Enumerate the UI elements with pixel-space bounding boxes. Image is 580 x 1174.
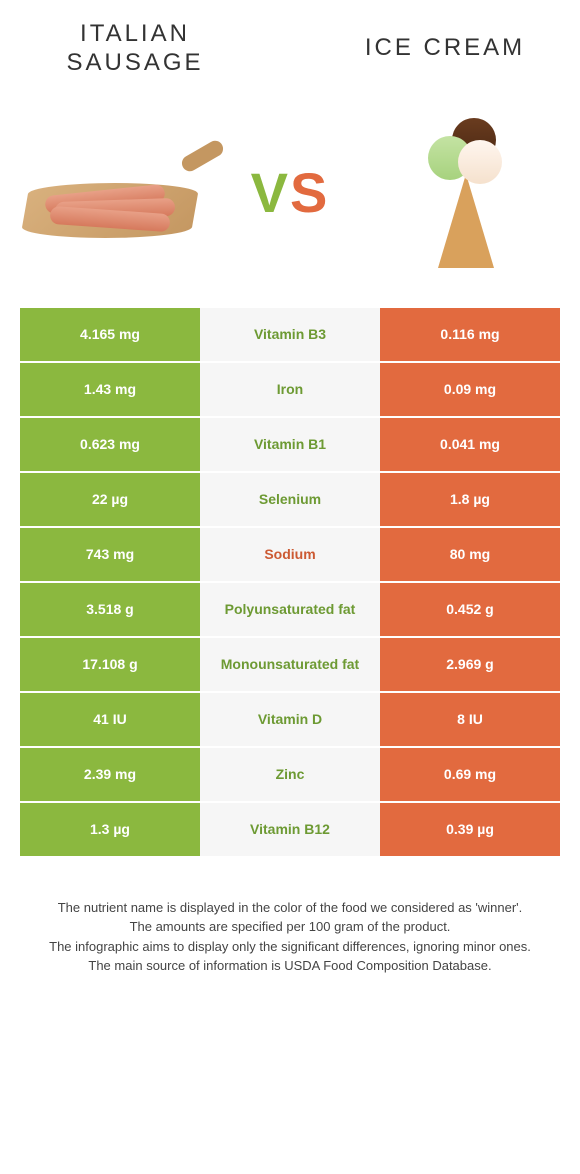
left-value-cell: 17.108 g <box>20 638 200 691</box>
table-row: 4.165 mgVitamin B30.116 mg <box>20 308 560 361</box>
left-value-cell: 22 µg <box>20 473 200 526</box>
footer-line: The nutrient name is displayed in the co… <box>30 898 550 918</box>
nutrient-name-cell: Monounsaturated fat <box>200 638 380 691</box>
nutrient-table: 4.165 mgVitamin B30.116 mg1.43 mgIron0.0… <box>20 308 560 856</box>
vs-label: VS <box>251 160 330 225</box>
nutrient-name-cell: Vitamin B12 <box>200 803 380 856</box>
nutrient-name-cell: Vitamin B3 <box>200 308 380 361</box>
left-value-cell: 4.165 mg <box>20 308 200 361</box>
nutrient-name-cell: Selenium <box>200 473 380 526</box>
footer-line: The infographic aims to display only the… <box>30 937 550 957</box>
table-row: 1.3 µgVitamin B120.39 µg <box>20 803 560 856</box>
images-row: VS <box>0 88 580 308</box>
nutrient-name-cell: Sodium <box>200 528 380 581</box>
nutrient-name-cell: Vitamin B1 <box>200 418 380 471</box>
nutrient-name-cell: Iron <box>200 363 380 416</box>
left-food-title: ITALIAN SAUSAGE <box>10 20 260 78</box>
right-value-cell: 0.041 mg <box>380 418 560 471</box>
table-row: 41 IUVitamin D8 IU <box>20 693 560 746</box>
left-value-cell: 1.3 µg <box>20 803 200 856</box>
left-value-cell: 41 IU <box>20 693 200 746</box>
right-value-cell: 0.09 mg <box>380 363 560 416</box>
right-value-cell: 80 mg <box>380 528 560 581</box>
right-value-cell: 1.8 µg <box>380 473 560 526</box>
nutrient-name-cell: Zinc <box>200 748 380 801</box>
footer-line: The main source of information is USDA F… <box>30 956 550 976</box>
left-value-cell: 1.43 mg <box>20 363 200 416</box>
left-value-cell: 0.623 mg <box>20 418 200 471</box>
footer-line: The amounts are specified per 100 gram o… <box>30 917 550 937</box>
table-row: 22 µgSelenium1.8 µg <box>20 473 560 526</box>
right-value-cell: 2.969 g <box>380 638 560 691</box>
right-value-cell: 0.116 mg <box>380 308 560 361</box>
vs-s: S <box>290 160 329 225</box>
right-value-cell: 8 IU <box>380 693 560 746</box>
nutrient-name-cell: Polyunsaturated fat <box>200 583 380 636</box>
left-value-cell: 2.39 mg <box>20 748 200 801</box>
table-row: 3.518 gPolyunsaturated fat0.452 g <box>20 583 560 636</box>
nutrient-name-cell: Vitamin D <box>200 693 380 746</box>
table-row: 17.108 gMonounsaturated fat2.969 g <box>20 638 560 691</box>
table-row: 0.623 mgVitamin B10.041 mg <box>20 418 560 471</box>
icecream-image <box>360 118 560 268</box>
sausage-image <box>20 148 220 238</box>
left-value-cell: 743 mg <box>20 528 200 581</box>
vs-v: V <box>251 160 290 225</box>
left-value-cell: 3.518 g <box>20 583 200 636</box>
right-value-cell: 0.69 mg <box>380 748 560 801</box>
table-row: 2.39 mgZinc0.69 mg <box>20 748 560 801</box>
table-row: 1.43 mgIron0.09 mg <box>20 363 560 416</box>
right-value-cell: 0.39 µg <box>380 803 560 856</box>
footer-notes: The nutrient name is displayed in the co… <box>0 858 580 1006</box>
table-row: 743 mgSodium80 mg <box>20 528 560 581</box>
right-food-title: ICE CREAM <box>320 34 570 63</box>
right-value-cell: 0.452 g <box>380 583 560 636</box>
